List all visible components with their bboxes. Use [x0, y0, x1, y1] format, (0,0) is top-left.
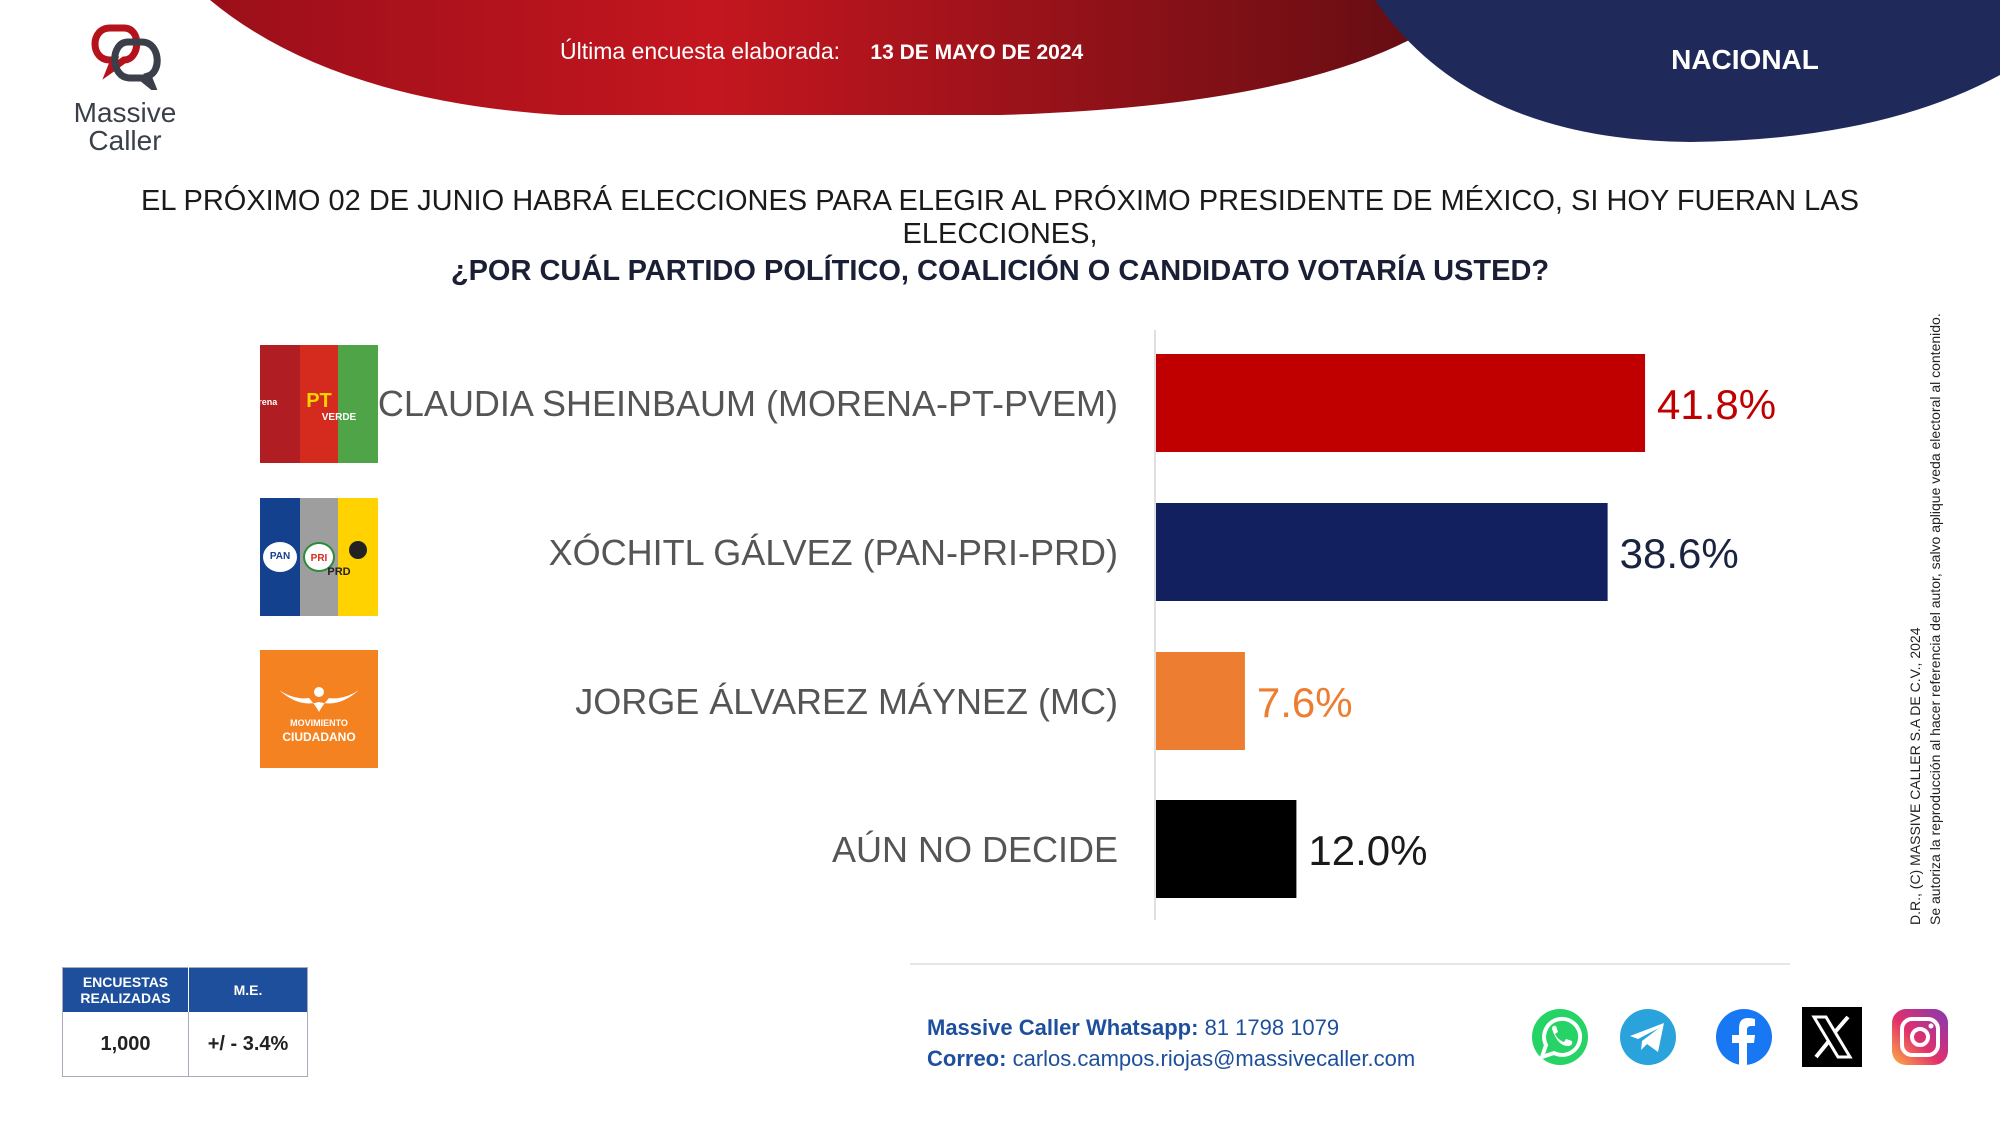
- bar-3: [1156, 800, 1297, 898]
- logo-text-massive: Massive: [73, 97, 177, 128]
- logo-text-caller: Caller: [88, 125, 162, 156]
- bar-0: [1156, 354, 1646, 452]
- category-label-1: XÓCHITL GÁLVEZ (PAN-PRI-PRD): [549, 532, 1118, 573]
- speech-bubbles-icon: [91, 24, 161, 98]
- x-icon[interactable]: [1800, 1005, 1864, 1069]
- value-label-1: 38.6%: [1620, 530, 1739, 577]
- prd-sun-icon: [349, 541, 367, 559]
- category-label-0: CLAUDIA SHEINBAUM (MORENA-PT-PVEM): [378, 383, 1118, 424]
- whatsapp-label: Massive Caller Whatsapp:: [927, 1015, 1199, 1040]
- email-address[interactable]: carlos.campos.riojas@massivecaller.com: [1012, 1046, 1416, 1071]
- vote-intention-chart: CLAUDIA SHEINBAUM (MORENA-PT-PVEM) 41.8% X…: [378, 330, 1776, 920]
- pan-badge: PAN: [263, 542, 297, 572]
- value-label-2: 7.6%: [1257, 679, 1353, 726]
- question-line-2: ¿POR CUÁL PARTIDO POLÍTICO, COALICIÓN O …: [450, 255, 1550, 287]
- pt-text: PT: [306, 390, 332, 412]
- bar-2: [1156, 652, 1245, 750]
- pan-pri-prd-logo: PAN PRI PRD: [260, 498, 378, 616]
- poll-question: EL PRÓXIMO 02 DE JUNIO HABRÁ ELECCIONES …: [40, 185, 1960, 288]
- bar-1: [1156, 503, 1608, 601]
- movimiento-ciudadano-logo: MOVIMIENTO CIUDADANO: [260, 650, 378, 768]
- me-value: +/ - 3.4%: [207, 1032, 289, 1055]
- category-label-2: JORGE ÁLVAREZ MÁYNEZ (MC): [575, 681, 1118, 722]
- facebook-icon[interactable]: [1712, 1005, 1776, 1069]
- surveys-value: 1,000: [62, 1012, 189, 1077]
- whatsapp-number[interactable]: 81 1798 1079: [1204, 1015, 1340, 1040]
- mc-text-ciudadano: CIUDADANO: [282, 730, 356, 744]
- survey-stats-table: ENCUESTAS REALIZADAS M.E. 1,000 +/ - 3.4…: [62, 967, 308, 1077]
- surveys-header: ENCUESTAS REALIZADAS: [62, 967, 189, 1012]
- value-label-3: 12.0%: [1308, 827, 1427, 874]
- scope-label: NACIONAL: [1671, 44, 1819, 75]
- survey-date-value: 13 DE MAYO DE 2024: [870, 41, 1084, 64]
- me-header: M.E.: [188, 967, 308, 1012]
- telegram-icon[interactable]: [1616, 1005, 1680, 1069]
- footer-divider: [910, 963, 1790, 965]
- morena-text: morena: [260, 397, 278, 407]
- header-red-shape: [210, 0, 1470, 115]
- prd-text: PRD: [327, 566, 351, 578]
- survey-date: Última encuesta elaborada: 13 DE MAYO DE…: [560, 38, 1083, 65]
- morena-pt-verde-logo: morena PT VERDE: [260, 345, 378, 463]
- massive-caller-logo: Massive Caller: [60, 20, 190, 155]
- contact-info: Massive Caller Whatsapp: 81 1798 1079 Co…: [927, 1012, 1415, 1074]
- email-label: Correo:: [927, 1046, 1007, 1071]
- verde-text: VERDE: [321, 412, 357, 423]
- header-navy-shape: [1375, 0, 2000, 142]
- mc-text-movimiento: MOVIMIENTO: [290, 718, 348, 728]
- header-banner: [210, 0, 2000, 142]
- whatsapp-icon[interactable]: [1528, 1005, 1592, 1069]
- value-label-0: 41.8%: [1657, 381, 1776, 428]
- survey-date-label: Última encuesta elaborada:: [560, 38, 840, 64]
- category-label-3: AÚN NO DECIDE: [832, 829, 1118, 870]
- pri-badge: PRI: [303, 542, 335, 572]
- question-line-1: EL PRÓXIMO 02 DE JUNIO HABRÁ ELECCIONES …: [141, 185, 1859, 250]
- instagram-icon[interactable]: [1888, 1005, 1952, 1069]
- eagle-icon: [279, 687, 359, 712]
